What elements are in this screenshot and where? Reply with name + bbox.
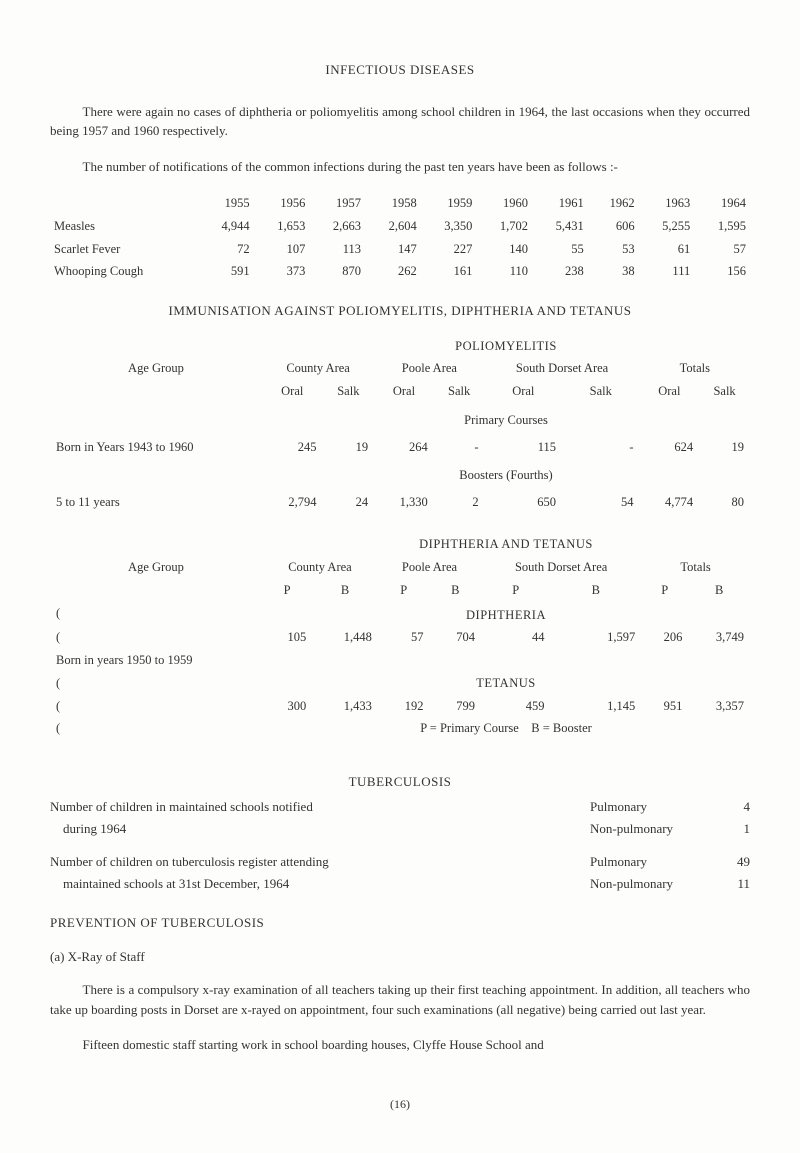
col-header: B [429, 579, 481, 602]
col-header: Oral [485, 380, 562, 403]
tetanus-section: TETANUS [262, 672, 750, 695]
area-header: South Dorset Area [481, 556, 641, 579]
year-header: 1959 [421, 192, 477, 215]
tb-row: during 1964 Non-pulmonary 1 [50, 819, 750, 839]
polio-table: POLIOMYELITIS Age Group County Area Pool… [50, 335, 750, 514]
year-header: 1958 [365, 192, 421, 215]
col-header: Salk [323, 380, 375, 403]
col-header: P [641, 579, 688, 602]
dt-heading: DIPHTHERIA AND TETANUS [262, 533, 750, 556]
table-row: Whooping Cough 591 373 870 262 161 110 2… [50, 260, 750, 283]
col-header: Oral [640, 380, 700, 403]
table-row: ( 300 1,433 192 799 459 1,145 951 3,357 [50, 695, 750, 718]
xray-paragraph: There is a compulsory x-ray examination … [50, 980, 750, 1019]
section-title: INFECTIOUS DISEASES [50, 60, 750, 80]
col-header: Oral [374, 380, 434, 403]
pb-note: P = Primary Course B = Booster [262, 717, 750, 740]
dt-table: DIPHTHERIA AND TETANUS Age Group County … [50, 533, 750, 740]
xray-label: (a) X-Ray of Staff [50, 947, 750, 967]
area-header: Totals [641, 556, 750, 579]
col-header: Salk [434, 380, 485, 403]
col-header: B [688, 579, 750, 602]
notifications-table: 1955 1956 1957 1958 1959 1960 1961 1962 … [50, 192, 750, 283]
year-header: 1957 [309, 192, 365, 215]
table-row: 5 to 11 years 2,794 24 1,330 2 650 54 4,… [50, 491, 750, 514]
col-header: Oral [262, 380, 323, 403]
tb-row: Number of children in maintained schools… [50, 797, 750, 817]
col-header: P [378, 579, 430, 602]
year-header: 1964 [694, 192, 750, 215]
area-header: Poole Area [378, 556, 481, 579]
age-group-label: Age Group [50, 357, 262, 380]
year-header: 1955 [198, 192, 254, 215]
year-header: 1963 [639, 192, 695, 215]
polio-heading: POLIOMYELITIS [262, 335, 750, 358]
year-header: 1960 [476, 192, 532, 215]
page-number: (16) [50, 1095, 750, 1113]
tb-row: Number of children on tuberculosis regis… [50, 852, 750, 872]
col-header: B [551, 579, 642, 602]
dt-row-label: Born in years 1950 to 1959 [50, 649, 262, 672]
area-header: County Area [262, 556, 378, 579]
prevention-title: PREVENTION OF TUBERCULOSIS [50, 913, 750, 933]
col-header: P [481, 579, 550, 602]
area-header: Poole Area [374, 357, 484, 380]
area-header: South Dorset Area [485, 357, 640, 380]
tb-row: maintained schools at 31st December, 196… [50, 874, 750, 894]
year-header: 1962 [588, 192, 639, 215]
area-header: County Area [262, 357, 374, 380]
domestic-staff-paragraph: Fifteen domestic staff starting work in … [50, 1035, 750, 1055]
table-row: Measles 4,944 1,653 2,663 2,604 3,350 1,… [50, 215, 750, 238]
boosters-label: Boosters (Fourths) [262, 458, 750, 491]
col-header: Salk [699, 380, 750, 403]
col-header: B [312, 579, 378, 602]
col-header: Salk [562, 380, 640, 403]
table-row: Born in Years 1943 to 1960 245 19 264 - … [50, 436, 750, 459]
area-header: Totals [640, 357, 750, 380]
intro-paragraph-1: There were again no cases of diphtheria … [50, 102, 750, 141]
age-group-label: Age Group [50, 556, 262, 579]
year-header: 1961 [532, 192, 588, 215]
table-row: Scarlet Fever 72 107 113 147 227 140 55 … [50, 238, 750, 261]
primary-courses-label: Primary Courses [262, 403, 750, 436]
table-row: ( 105 1,448 57 704 44 1,597 206 3,749 [50, 626, 750, 649]
intro-paragraph-2: The number of notifications of the commo… [50, 157, 750, 177]
immunisation-title: IMMUNISATION AGAINST POLIOMYELITIS, DIPH… [50, 301, 750, 321]
tuberculosis-heading: TUBERCULOSIS [50, 772, 750, 792]
year-header: 1956 [254, 192, 310, 215]
diphtheria-section: DIPHTHERIA [262, 602, 750, 627]
col-header: P [262, 579, 312, 602]
